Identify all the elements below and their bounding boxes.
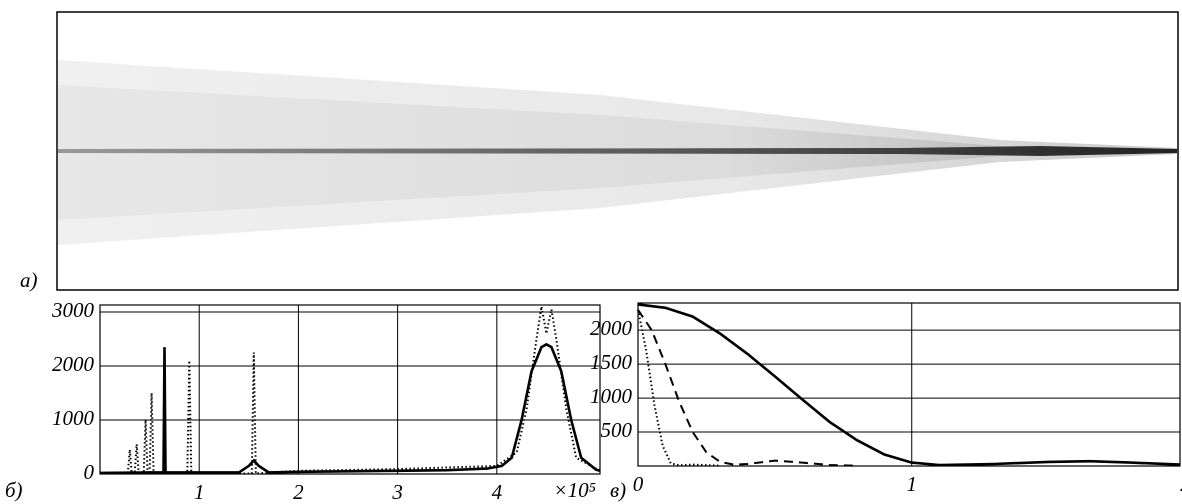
plot-frame [99, 304, 601, 475]
x-tick-label: 1 [194, 480, 205, 504]
panel-label: б) [5, 478, 23, 502]
panel-label: а) [20, 268, 38, 292]
y-tick-label: 1000 [590, 384, 633, 408]
series-line [637, 309, 721, 467]
x-tick-label: 1 [906, 472, 917, 496]
panel-a [56, 11, 1179, 291]
panel-label: в) [610, 478, 626, 502]
x-tick-label: 4 [492, 480, 503, 504]
y-tick-label: 500 [601, 418, 633, 442]
y-tick-label: 3000 [51, 298, 95, 322]
plot-frame [637, 302, 1181, 467]
series-line [99, 342, 601, 475]
y-tick-label: 1500 [590, 350, 633, 374]
y-tick-label: 0 [84, 460, 95, 484]
x-tick-label: 0 [633, 472, 644, 496]
y-tick-label: 2000 [52, 352, 95, 376]
x-multiplier: ×10⁵ [554, 478, 596, 502]
series-line [637, 309, 858, 467]
series-line [637, 303, 1181, 467]
beam-core [58, 146, 1177, 156]
x-tick-label: 3 [391, 480, 403, 504]
x-tick-label: 2 [1180, 472, 1182, 496]
y-tick-label: 2000 [590, 316, 633, 340]
x-tick-label: 2 [293, 480, 304, 504]
series-line [100, 306, 601, 475]
y-tick-label: 1000 [52, 406, 95, 430]
